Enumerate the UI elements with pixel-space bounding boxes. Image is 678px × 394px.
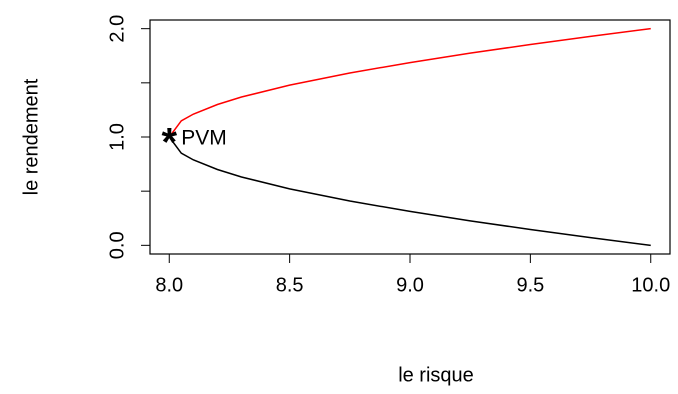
y-tick-label: 2.0 — [106, 15, 128, 43]
annotation-marker: * — [161, 121, 177, 165]
x-axis-title: le risque — [398, 364, 474, 386]
x-tick-label: 9.5 — [516, 274, 544, 296]
x-tick-label: 8.0 — [155, 274, 183, 296]
series-line — [168, 136, 651, 247]
x-tick-label: 9.0 — [396, 274, 424, 296]
x-tick-label: 8.5 — [276, 274, 304, 296]
x-tick-label: 10.0 — [631, 274, 670, 296]
annotation-label: PVM — [181, 127, 227, 150]
y-tick-label: 1.0 — [106, 123, 128, 151]
y-axis-title: le rendement — [20, 78, 42, 195]
series-line — [168, 27, 651, 138]
y-tick-label: 0.0 — [106, 231, 128, 259]
plot-frame — [149, 19, 671, 255]
